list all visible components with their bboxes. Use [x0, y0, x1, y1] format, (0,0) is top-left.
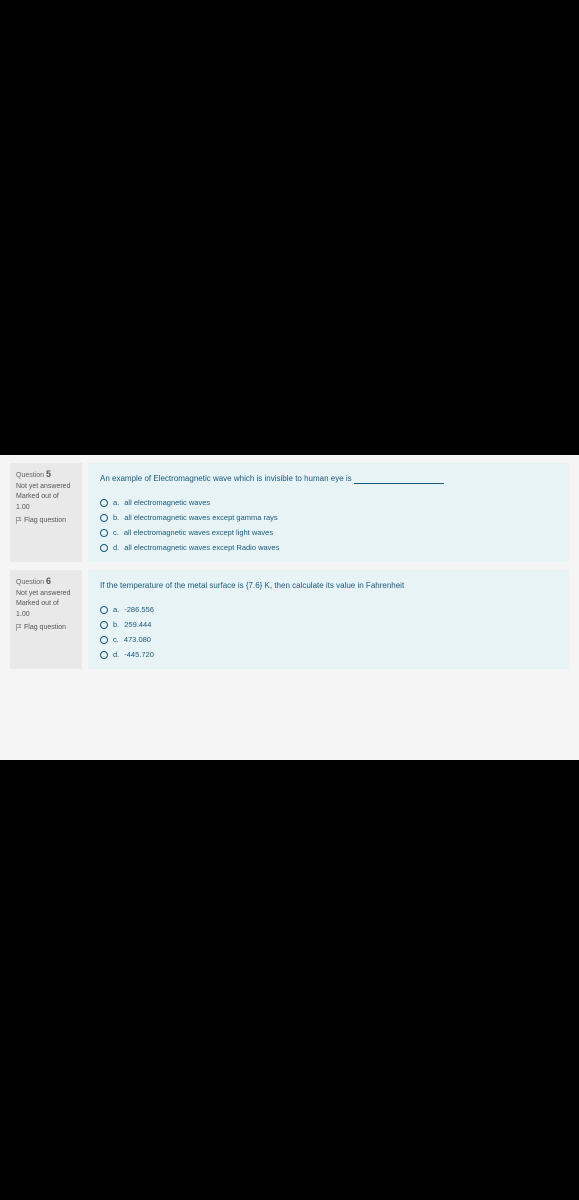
option-letter: b.: [113, 620, 119, 629]
question-number: Question 5: [16, 468, 76, 482]
flag-icon: [16, 624, 22, 631]
marked-out-of-label: Marked out of: [16, 492, 76, 503]
answer-option[interactable]: d. all electromagnetic waves except Radi…: [100, 543, 557, 552]
marked-out-of-label: Marked out of: [16, 599, 76, 610]
quiz-viewport: Question 5 Not yet answered Marked out o…: [0, 455, 579, 760]
question-info-panel: Question 5 Not yet answered Marked out o…: [10, 463, 82, 562]
question-number-label: Question: [16, 579, 44, 586]
answer-options: a. all electromagnetic waves b. all elec…: [100, 498, 557, 552]
option-text: -286.556: [124, 605, 154, 614]
option-letter: c.: [113, 528, 119, 537]
flag-question-link[interactable]: Flag question: [16, 516, 76, 527]
radio-icon: [100, 499, 108, 507]
answer-option[interactable]: a. -286.556: [100, 605, 557, 614]
question-content: An example of Electromagnetic wave which…: [88, 463, 569, 562]
question-info-panel: Question 6 Not yet answered Marked out o…: [10, 570, 82, 669]
question-prompt: An example of Electromagnetic wave which…: [100, 473, 557, 484]
radio-icon: [100, 529, 108, 537]
question-number-value: 5: [46, 469, 51, 479]
question-block: Question 6 Not yet answered Marked out o…: [10, 570, 569, 669]
flag-question-link[interactable]: Flag question: [16, 623, 76, 634]
option-letter: a.: [113, 605, 119, 614]
question-number-value: 6: [46, 576, 51, 586]
question-content: If the temperature of the metal surface …: [88, 570, 569, 669]
option-text: all electromagnetic waves except light w…: [124, 528, 273, 537]
marked-out-of-value: 1.00: [16, 503, 76, 514]
option-text: 473.080: [124, 635, 151, 644]
answer-option[interactable]: b. all electromagnetic waves except gamm…: [100, 513, 557, 522]
option-letter: c.: [113, 635, 119, 644]
option-text: -445.720: [124, 650, 154, 659]
option-text: 259.444: [124, 620, 151, 629]
question-prompt-text: An example of Electromagnetic wave which…: [100, 474, 352, 483]
question-status: Not yet answered: [16, 482, 76, 493]
question-block: Question 5 Not yet answered Marked out o…: [10, 463, 569, 562]
question-prompt: If the temperature of the metal surface …: [100, 580, 557, 591]
flag-question-label: Flag question: [24, 624, 66, 631]
radio-icon: [100, 621, 108, 629]
flag-question-label: Flag question: [24, 517, 66, 524]
option-letter: d.: [113, 650, 119, 659]
radio-icon: [100, 544, 108, 552]
question-status: Not yet answered: [16, 589, 76, 600]
radio-icon: [100, 651, 108, 659]
answer-option[interactable]: b. 259.444: [100, 620, 557, 629]
answer-option[interactable]: a. all electromagnetic waves: [100, 498, 557, 507]
answer-option[interactable]: c. all electromagnetic waves except ligh…: [100, 528, 557, 537]
marked-out-of-value: 1.00: [16, 610, 76, 621]
answer-option[interactable]: c. 473.080: [100, 635, 557, 644]
answer-option[interactable]: d. -445.720: [100, 650, 557, 659]
option-text: all electromagnetic waves except gamma r…: [124, 513, 277, 522]
option-letter: a.: [113, 498, 119, 507]
option-letter: b.: [113, 513, 119, 522]
question-number-label: Question: [16, 472, 44, 479]
option-text: all electromagnetic waves: [124, 498, 210, 507]
option-text: all electromagnetic waves except Radio w…: [124, 543, 279, 552]
question-prompt-text: If the temperature of the metal surface …: [100, 581, 404, 590]
answer-options: a. -286.556 b. 259.444 c. 473.080 d. -44…: [100, 605, 557, 659]
radio-icon: [100, 514, 108, 522]
question-number: Question 6: [16, 575, 76, 589]
radio-icon: [100, 636, 108, 644]
flag-icon: [16, 517, 22, 524]
option-letter: d.: [113, 543, 119, 552]
radio-icon: [100, 606, 108, 614]
fill-blank: [354, 483, 444, 484]
